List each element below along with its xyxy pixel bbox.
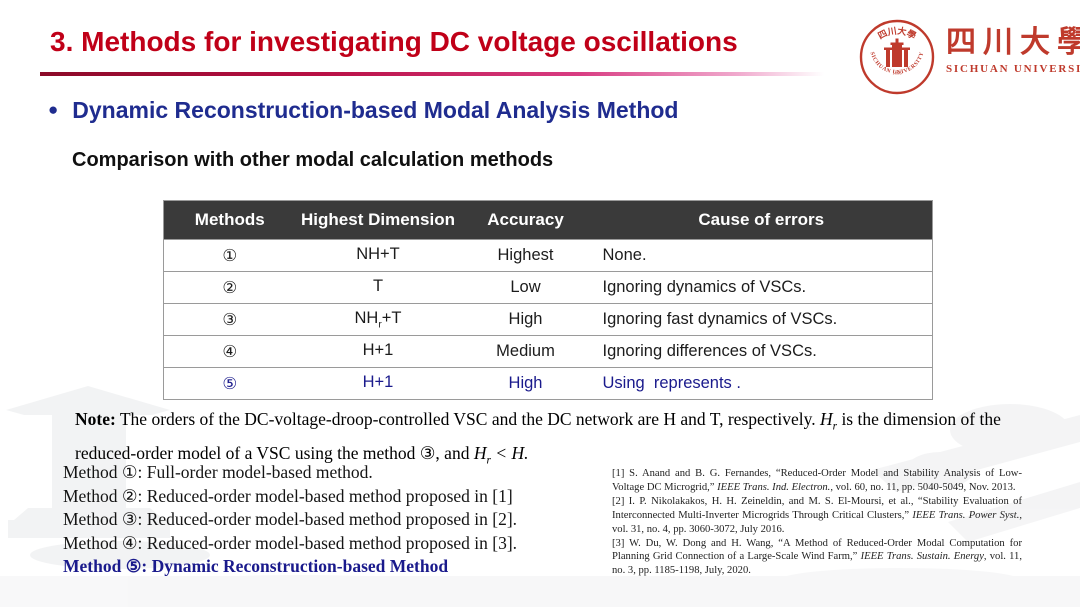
reference-3: [3] W. Du, W. Dong and H. Wang, “A Metho… <box>612 537 1022 577</box>
seal-tower-glyph <box>884 38 910 67</box>
table-row-highlighted: ⑤ H+1 High Using represents . <box>163 367 933 400</box>
table-row: ② T Low Ignoring dynamics of VSCs. <box>163 271 933 304</box>
method-item-5-highlight: Method ⑤: Dynamic Reconstruction-based M… <box>63 556 449 576</box>
cell-cause: Ignoring differences of VSCs. <box>590 335 933 368</box>
cell-cause: Ignoring fast dynamics of VSCs. <box>590 303 933 336</box>
seal-year: 1896 <box>892 71 902 76</box>
cell-cause: None. <box>590 239 933 272</box>
col-header-highest-dimension: Highest Dimension <box>295 200 461 240</box>
reference-2: [2] I. P. Nikolakakos, H. H. Zeineldin, … <box>612 495 1022 535</box>
references-block: [1] S. Anand and B. G. Fernandes, “Reduc… <box>612 467 1022 578</box>
cell-method: ② <box>163 271 296 304</box>
cell-dimension: H+1 <box>295 367 461 400</box>
cell-dimension: NHr+T <box>295 303 461 336</box>
table-row: ④ H+1 Medium Ignoring differences of VSC… <box>163 335 933 368</box>
cell-method: ③ <box>163 303 296 336</box>
reference-1: [1] S. Anand and B. G. Fernandes, “Reduc… <box>612 468 1022 493</box>
note-label: Note: <box>75 409 116 429</box>
cell-method: ① <box>163 239 296 272</box>
cell-dimension: H+1 <box>295 335 461 368</box>
cell-dimension: NH+T <box>295 239 461 272</box>
cell-accuracy: Medium <box>460 335 591 368</box>
method-item-3: Method ③: Reduced-order model-based meth… <box>63 509 518 529</box>
methods-list: Method ①: Full-order model-based method.… <box>63 461 517 579</box>
table-row: ③ NHr+T High Ignoring fast dynamics of V… <box>163 303 933 336</box>
title-underline <box>40 72 832 76</box>
slide-title: 3. Methods for investigating DC voltage … <box>50 26 738 57</box>
cell-method: ④ <box>163 335 296 368</box>
col-header-methods: Methods <box>163 200 296 240</box>
cell-dimension: T <box>295 271 461 304</box>
university-name-cn: 四川大學 <box>946 26 1080 59</box>
col-header-cause-of-errors: Cause of errors <box>590 200 933 240</box>
table-row: ① NH+T Highest None. <box>163 239 933 272</box>
cell-accuracy: Low <box>460 271 591 304</box>
university-logo: 四川大學 SICHUAN UNIVERSITY 1896 四川大學 <box>858 18 1080 96</box>
method-item-2: Method ②: Reduced-order model-based meth… <box>63 485 513 506</box>
cell-accuracy: Highest <box>460 239 591 272</box>
bullet-icon: ● <box>48 100 59 119</box>
comparison-table: Methods Highest Dimension Accuracy Cause… <box>163 200 933 400</box>
method-item-1: Method ①: Full-order model-based method. <box>63 462 373 482</box>
cell-accuracy: High <box>460 303 591 336</box>
university-name-block: 四川大學 SICHUAN UNIVERSITY <box>946 18 1080 76</box>
table-header-row: Methods Highest Dimension Accuracy Cause… <box>163 200 933 240</box>
section-heading: ● Dynamic Reconstruction-based Modal Anal… <box>48 97 678 124</box>
cell-accuracy: High <box>460 367 591 400</box>
cell-cause: Using represents . <box>590 367 933 400</box>
slide-subheading: Comparison with other modal calculation … <box>72 149 554 171</box>
col-header-accuracy: Accuracy <box>460 200 591 240</box>
note-paragraph: Note: The orders of the DC-voltage-droop… <box>75 409 1001 466</box>
university-name-en: SICHUAN UNIVERSITY <box>946 63 1080 75</box>
section-heading-text: Dynamic Reconstruction-based Modal Analy… <box>72 97 679 123</box>
method-item-4: Method ④: Reduced-order model-based meth… <box>63 532 518 553</box>
cell-cause: Ignoring dynamics of VSCs. <box>590 271 933 304</box>
university-seal-icon: 四川大學 SICHUAN UNIVERSITY 1896 <box>859 19 935 95</box>
cell-method: ⑤ <box>163 367 296 400</box>
